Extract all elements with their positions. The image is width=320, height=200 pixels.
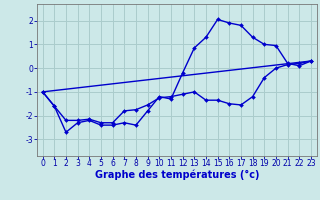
- X-axis label: Graphe des températures (°c): Graphe des températures (°c): [94, 170, 259, 180]
